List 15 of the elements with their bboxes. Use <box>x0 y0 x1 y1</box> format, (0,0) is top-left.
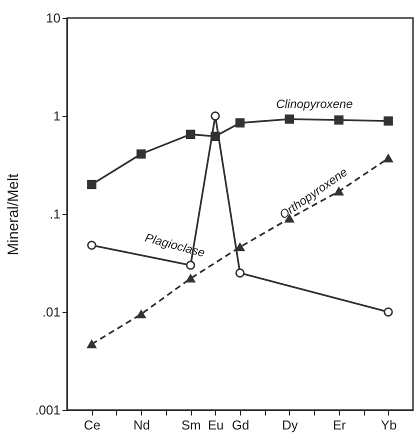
y-axis-title: Mineral/Melt <box>5 172 22 256</box>
y-tick-label: 1 <box>53 108 60 124</box>
x-tick-label: Yb <box>380 418 397 432</box>
y-tick-label: 10 <box>46 10 60 26</box>
x-tick-label: Ce <box>84 418 101 432</box>
x-tick-label: Er <box>332 418 347 432</box>
series-label: Clinopyroxene <box>276 97 354 112</box>
x-tick-label: Eu <box>208 418 224 432</box>
y-tick-label: .001 <box>35 402 60 418</box>
x-tick-label: Nd <box>133 418 150 432</box>
y-tick-label: .1 <box>50 206 60 222</box>
x-tick-label: Gd <box>232 418 250 432</box>
x-tick-label: Dy <box>282 418 298 432</box>
y-tick-label: .01 <box>42 304 60 320</box>
x-tick-label: Sm <box>181 418 201 432</box>
